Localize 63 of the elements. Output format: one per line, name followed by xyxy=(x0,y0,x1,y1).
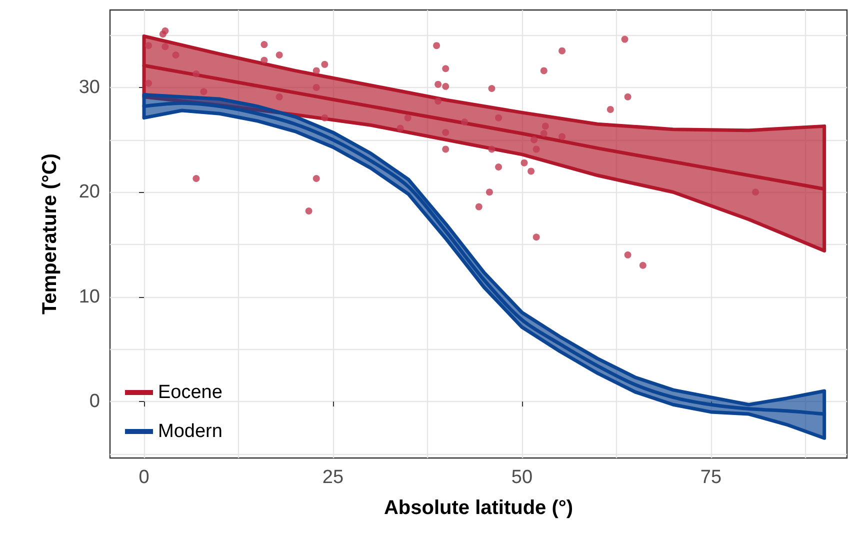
point xyxy=(530,136,538,144)
point xyxy=(532,234,540,241)
point xyxy=(621,36,628,43)
point xyxy=(442,65,450,72)
y-tick-label: 0 xyxy=(89,390,100,412)
point xyxy=(260,56,268,64)
y-tick-label: 30 xyxy=(78,76,100,98)
point xyxy=(312,175,320,182)
point xyxy=(475,203,482,210)
x-axis-title: Absolute latitude (°) xyxy=(384,497,574,519)
point xyxy=(162,27,169,34)
point xyxy=(312,67,320,74)
point xyxy=(540,130,548,138)
y-tick-label: 10 xyxy=(78,286,100,308)
point xyxy=(162,43,169,50)
point xyxy=(321,114,328,122)
legend-label: Eocene xyxy=(158,382,222,403)
point xyxy=(540,67,548,74)
point xyxy=(558,133,566,140)
point xyxy=(305,207,312,214)
point xyxy=(624,93,632,100)
point xyxy=(442,146,450,153)
x-tick-label: 75 xyxy=(700,467,722,488)
point xyxy=(624,251,632,258)
point xyxy=(542,122,549,130)
point xyxy=(558,47,566,54)
point xyxy=(433,42,440,50)
point xyxy=(396,124,404,132)
point xyxy=(528,168,535,175)
point xyxy=(442,128,450,136)
point xyxy=(276,52,283,59)
point xyxy=(434,98,442,105)
point xyxy=(145,42,152,50)
point xyxy=(276,93,283,100)
point xyxy=(260,41,268,48)
point xyxy=(488,146,496,153)
point xyxy=(488,85,496,92)
y-tick-label: 20 xyxy=(78,182,100,203)
x-tick-label: 0 xyxy=(138,467,150,488)
point xyxy=(442,82,450,90)
point xyxy=(639,262,646,269)
point xyxy=(752,188,760,196)
point xyxy=(461,118,468,126)
point xyxy=(520,159,528,166)
point xyxy=(192,70,200,78)
point xyxy=(404,114,412,122)
point xyxy=(312,84,320,91)
point xyxy=(434,80,442,88)
legend-label: Modern xyxy=(158,421,222,442)
point xyxy=(495,164,502,171)
point xyxy=(606,106,614,113)
point xyxy=(145,80,152,87)
point xyxy=(532,146,540,153)
y-axis-title: Temperature (°C) xyxy=(39,154,61,314)
x-tick-label: 25 xyxy=(322,467,344,488)
point xyxy=(172,52,180,59)
point xyxy=(200,88,208,96)
line-series xyxy=(142,64,826,191)
point xyxy=(495,114,502,122)
point xyxy=(321,60,328,68)
x-tick-label: 50 xyxy=(511,467,533,488)
point xyxy=(192,175,200,182)
point xyxy=(486,188,493,196)
